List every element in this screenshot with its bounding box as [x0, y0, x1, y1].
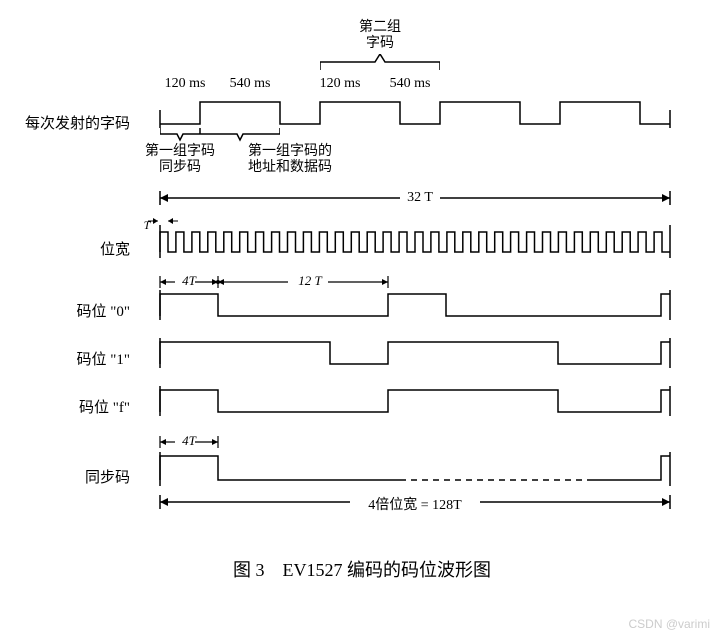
time-label-0: 120 ms — [160, 76, 210, 92]
time-label-1: 540 ms — [220, 76, 280, 92]
row-sync-wave — [150, 448, 690, 488]
top-bracket-line1: 第二组 字码 — [359, 20, 401, 51]
sub-label-1: 第一组字码 同步码 — [130, 144, 230, 176]
sync-4t-label: 4T — [177, 433, 201, 449]
top-bracket-label: 第二组 字码 — [330, 20, 430, 52]
row-bit0-label: 码位 "0" — [20, 300, 130, 321]
sub-label-2: 第一组字码的 地址和数据码 — [230, 144, 350, 176]
row-bit1-label: 码位 "1" — [20, 348, 130, 369]
row-bitwidth-label: 位宽 — [20, 238, 130, 259]
span-32t-label: 32 T — [400, 190, 440, 206]
row-bit1-wave — [150, 334, 690, 370]
row-bitf-label: 码位 "f" — [20, 396, 130, 417]
row-transmit-wave — [150, 92, 690, 132]
time-label-3: 540 ms — [380, 76, 440, 92]
top-bracket — [320, 54, 440, 72]
row-bitf-wave — [150, 382, 690, 418]
watermark: CSDN @varimi — [628, 617, 710, 631]
sub-bracket-1 — [160, 128, 200, 144]
figure-caption: 图 3 EV1527 编码的码位波形图 — [20, 556, 704, 582]
row-bitwidth-wave — [150, 220, 690, 260]
timing-diagram: 第二组 字码 120 ms 540 ms 120 ms 540 ms 每次发射的… — [20, 20, 704, 590]
time-label-2: 120 ms — [310, 76, 370, 92]
row-transmit-label: 每次发射的字码 — [20, 112, 130, 133]
row-bit0-wave — [150, 286, 690, 322]
sub-bracket-2 — [200, 128, 280, 144]
row-sync-label: 同步码 — [20, 466, 130, 487]
span-128t-label: 4倍位宽 = 128T — [350, 494, 480, 514]
